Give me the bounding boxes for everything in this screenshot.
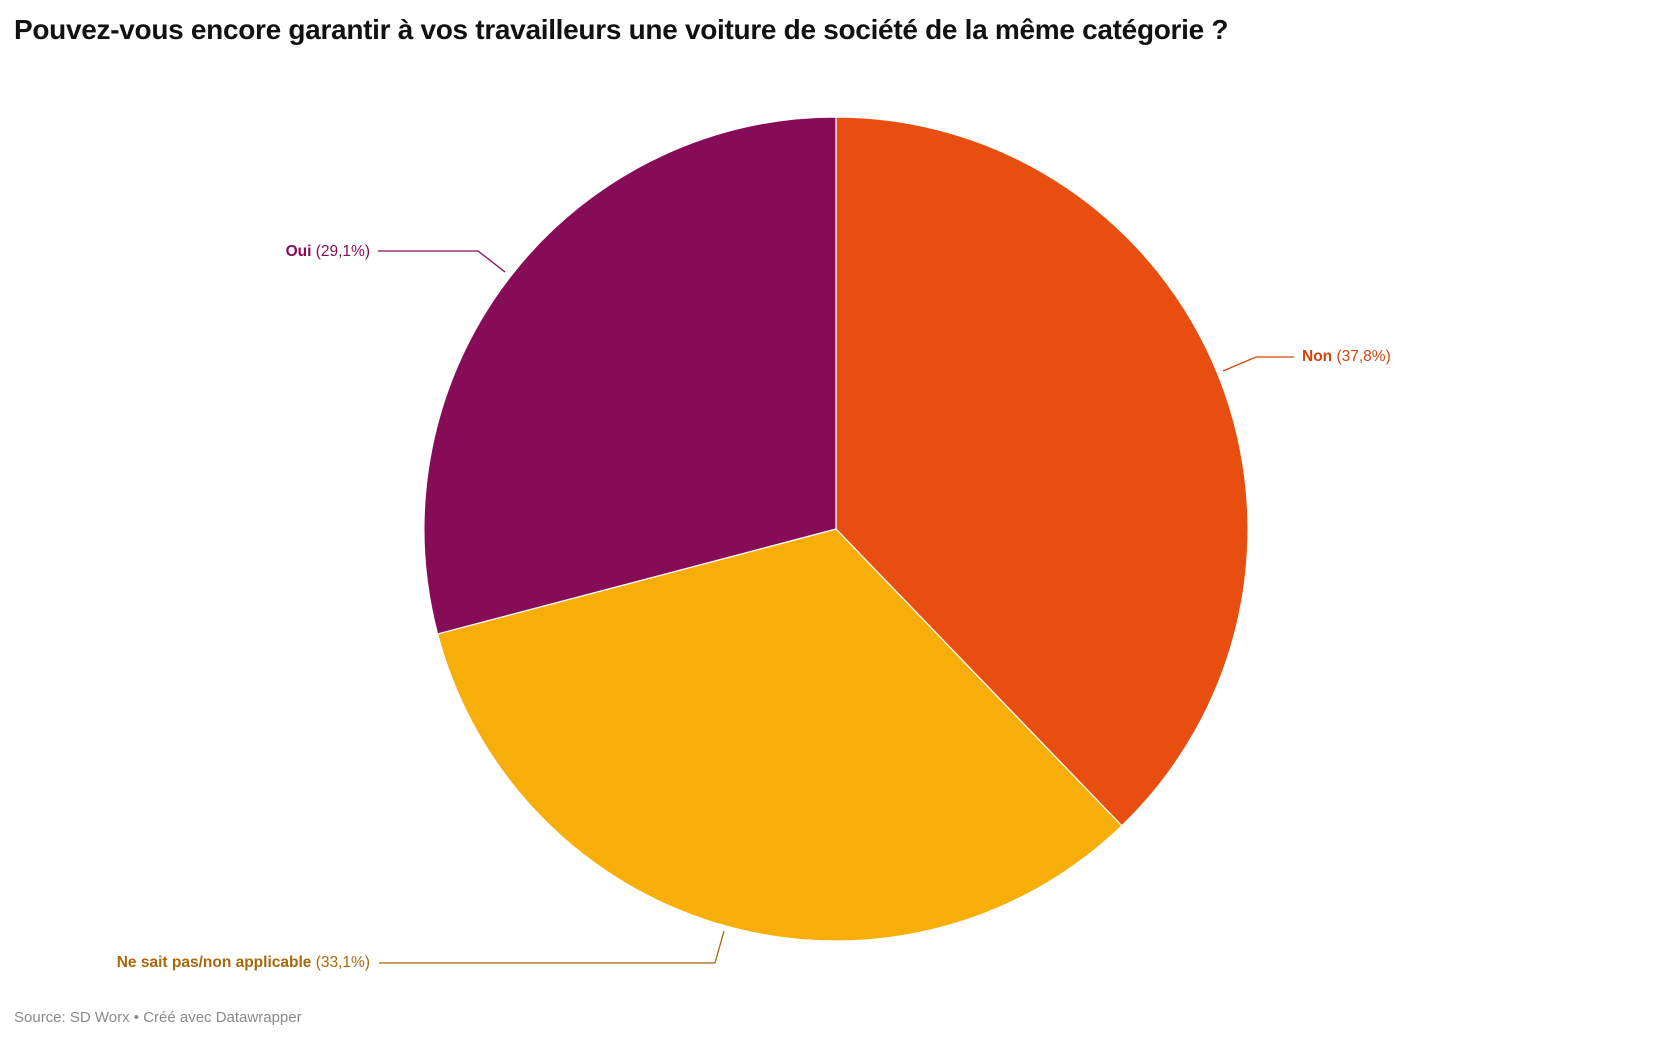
slice-label-non-name: Non	[1302, 348, 1333, 365]
pie-slice-oui	[423, 116, 837, 635]
datawrapper-credit: Créé avec Datawrapper	[143, 1009, 302, 1026]
source-text: Source: SD Worx	[14, 1009, 130, 1026]
leader-line-oui	[378, 250, 506, 273]
slice-label-ne-sait-pas: Ne sait pas/non applicable (33,1%)	[117, 954, 370, 972]
pie-slice-ne-sait-pas	[437, 528, 1123, 942]
chart-footer: Source: SD Worx • Créé avec Datawrapper	[14, 1009, 302, 1026]
footer-separator: •	[129, 1009, 144, 1026]
leader-line-non	[1222, 356, 1294, 372]
slice-label-ne-sait-pas-pct: (33,1%)	[315, 954, 370, 971]
pie-slice-non	[835, 116, 1249, 827]
pie-slices	[423, 116, 1249, 942]
slice-label-ne-sait-pas-name: Ne sait pas/non applicable	[116, 954, 312, 971]
slice-label-non-pct: (37,8%)	[1336, 348, 1391, 365]
slice-label-non: Non (37,8%)	[1302, 348, 1391, 366]
leader-line-ne-sait-pas	[379, 930, 725, 964]
chart-title: Pouvez-vous encore garantir à vos travai…	[14, 14, 1229, 45]
slice-label-oui-pct: (29,1%)	[315, 243, 370, 260]
slice-label-oui: Oui (29,1%)	[286, 243, 370, 261]
slice-label-oui-name: Oui	[285, 243, 312, 260]
